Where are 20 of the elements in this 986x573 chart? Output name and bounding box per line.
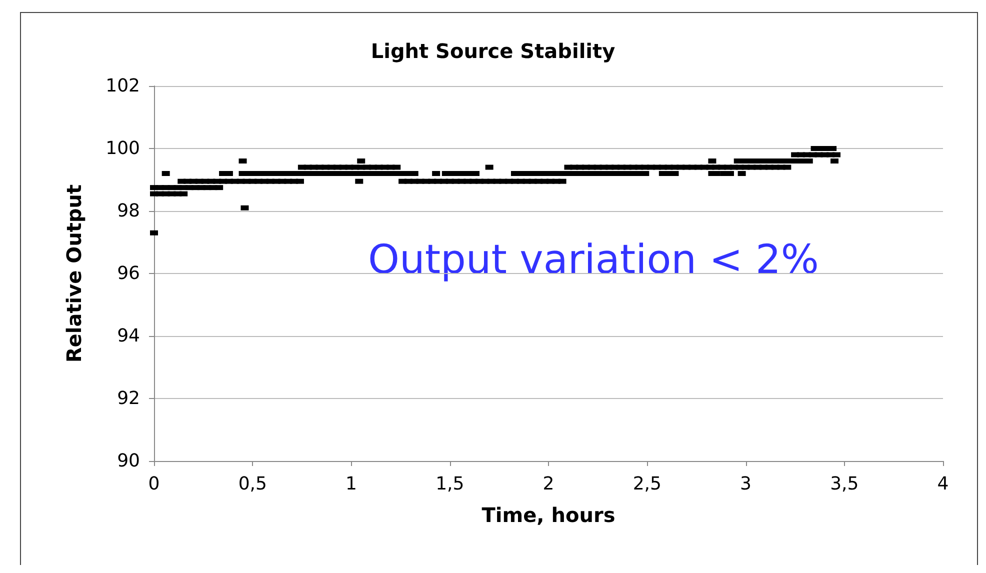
x-tick-label: 2,5 bbox=[632, 474, 662, 494]
x-tick-label: 1,5 bbox=[436, 474, 464, 494]
y-tick-label: 94 bbox=[117, 326, 140, 346]
annotation: Output variation < 2% bbox=[368, 237, 819, 283]
chart-title: Light Source Stability bbox=[370, 39, 616, 63]
x-tick-label: 2 bbox=[542, 474, 554, 494]
y-tick-label: 102 bbox=[106, 76, 140, 96]
y-axis-title: Relative Output bbox=[62, 184, 86, 363]
x-tick-label: 4 bbox=[937, 474, 949, 494]
y-tick-label: 98 bbox=[117, 200, 140, 222]
x-tick-label: 3,5 bbox=[830, 474, 859, 494]
x-axis-title: Time, hours bbox=[482, 503, 616, 527]
x-tick-label: 1 bbox=[346, 474, 357, 494]
y-tick-label: 96 bbox=[117, 263, 140, 284]
x-tick-label: 0,5 bbox=[238, 474, 267, 494]
x-tick-label: 3 bbox=[740, 474, 752, 494]
y-tick-label: 90 bbox=[117, 450, 140, 472]
y-tick-label: 100 bbox=[106, 138, 140, 159]
x-tick-label: 0 bbox=[148, 474, 160, 494]
y-tick-label: 92 bbox=[117, 388, 140, 409]
